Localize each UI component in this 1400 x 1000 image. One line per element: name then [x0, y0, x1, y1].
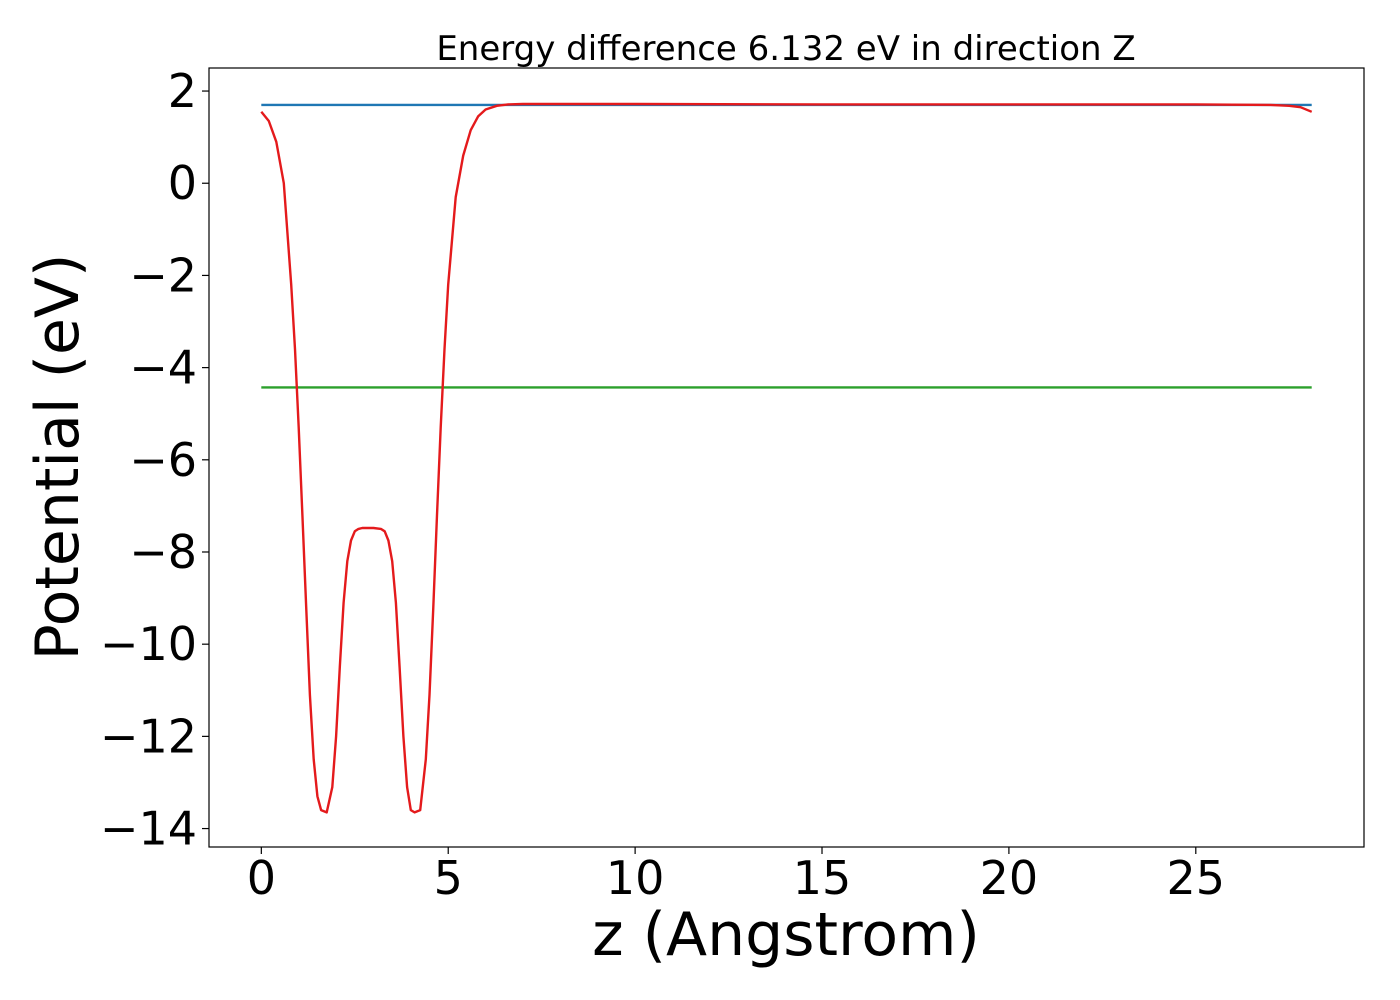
y-tick-label: 0: [168, 156, 197, 210]
x-tick-label: 15: [793, 851, 852, 905]
y-tick-label: −12: [100, 709, 197, 763]
y-tick-label: −4: [129, 341, 197, 395]
x-tick-label: 20: [980, 851, 1039, 905]
series-line-2: [260, 102, 1313, 814]
x-tick-label: 5: [434, 851, 463, 905]
y-tick-label: −14: [100, 802, 197, 856]
x-tick-label: 0: [247, 851, 276, 905]
x-axis-ticks: 0 5 10 15 20 25: [247, 847, 1225, 905]
y-tick-label: −2: [129, 248, 197, 302]
y-axis-ticks: 2 0 −2 −4 −6 −8 −10 −12 −14: [100, 64, 209, 856]
x-tick-label: 25: [1167, 851, 1226, 905]
y-tick-label: −6: [129, 433, 197, 487]
plot-frame: [208, 67, 1365, 848]
y-tick-label: −8: [129, 525, 197, 579]
x-tick-label: 10: [606, 851, 665, 905]
x-axis-label: z (Angstrom): [592, 900, 980, 970]
chart-title: Energy difference 6.132 eV in direction …: [436, 29, 1135, 69]
y-tick-label: 2: [168, 64, 197, 118]
series-layer: [260, 102, 1313, 814]
y-tick-label: −10: [100, 617, 197, 671]
y-axis-label: Potential (eV): [23, 254, 93, 661]
